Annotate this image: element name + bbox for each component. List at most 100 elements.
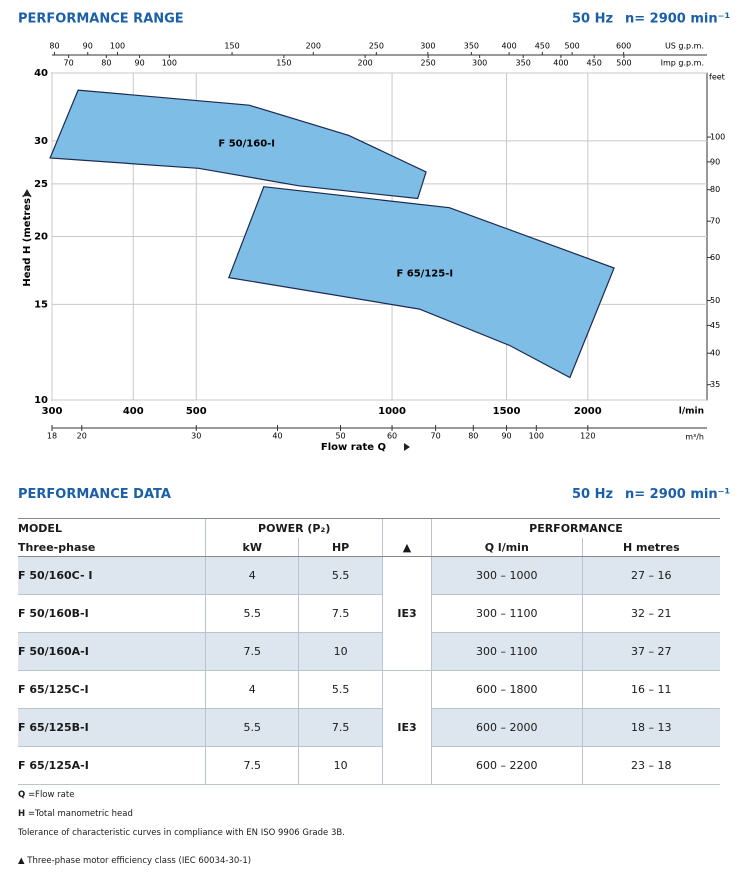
y-tick-label: 30 xyxy=(34,136,48,147)
tick-label: 30 xyxy=(191,432,201,441)
tick-label: 80 xyxy=(710,185,720,194)
tick-label: 18 xyxy=(47,432,57,441)
tick-label: 70 xyxy=(710,217,720,226)
tick-label: 45 xyxy=(710,321,720,330)
note-symbol: Q xyxy=(18,790,26,800)
tick-label: 70 xyxy=(64,59,74,68)
tick-label: 35 xyxy=(710,380,720,389)
tick-label: 500 xyxy=(616,59,631,68)
y-tick-label: 40 xyxy=(34,68,48,79)
table-cell: 5.5 xyxy=(298,556,383,595)
tick-label: 50 xyxy=(710,296,720,305)
table-cell: 10 xyxy=(298,746,383,785)
tick-label: 90 xyxy=(135,59,145,68)
y-tick-label: 20 xyxy=(34,232,48,243)
x-tick-label: 400 xyxy=(123,406,144,417)
y-arrow xyxy=(23,189,31,196)
table-cell: F 65/125B-I xyxy=(18,708,206,747)
note: ▲ Three-phase motor efficiency class (IE… xyxy=(18,856,251,866)
table-cell: F 50/160B-I xyxy=(18,594,206,633)
table-cell: 10 xyxy=(298,632,383,671)
table-cell: 32 – 21 xyxy=(581,594,720,633)
y-tick-label: 15 xyxy=(34,299,48,310)
table-cell: 27 – 16 xyxy=(581,556,720,595)
tick-label: 60 xyxy=(710,253,720,262)
header-cell: ▲ xyxy=(382,538,432,557)
tick-label: 600 xyxy=(616,42,631,51)
table-cell: 600 – 2200 xyxy=(430,746,583,785)
tick-label: 100 xyxy=(710,133,725,142)
header-cell: Q l/min xyxy=(430,538,583,557)
note-symbol: ▲ xyxy=(18,856,25,866)
axis-unit: Imp g.p.m. xyxy=(661,59,704,68)
table-cell: 37 – 27 xyxy=(581,632,720,671)
speed: n= 2900 min⁻¹ xyxy=(625,487,731,502)
tick-label: 40 xyxy=(272,432,282,441)
efficiency-class: IE3 xyxy=(382,556,432,671)
tick-label: 50 xyxy=(335,432,345,441)
tick-label: 300 xyxy=(472,59,487,68)
note-text: =Total manometric head xyxy=(27,809,133,819)
section-title: PERFORMANCE DATA xyxy=(18,487,171,502)
table-cell: 7.5 xyxy=(205,746,299,785)
tick-label: 90 xyxy=(83,42,93,51)
tick-label: 70 xyxy=(430,432,440,441)
tick-label: 90 xyxy=(501,432,511,441)
header-cell: POWER (P₂) xyxy=(205,518,383,538)
tick-label: 450 xyxy=(535,42,550,51)
table-row: F 50/160A-I 7.5 10 300 – 1100 37 – 27 xyxy=(18,632,720,671)
efficiency-class: IE3 xyxy=(382,670,432,785)
table-cell: 600 – 2000 xyxy=(430,708,583,747)
tick-label: 120 xyxy=(580,432,595,441)
frequency: 50 Hz xyxy=(572,12,613,27)
header-cell xyxy=(382,518,432,538)
tick-label: 200 xyxy=(306,42,321,51)
axis-unit: feet xyxy=(709,73,725,82)
x-tick-label: 1500 xyxy=(493,406,521,417)
tick-label: 250 xyxy=(421,59,436,68)
x-tick-label: 500 xyxy=(186,406,207,417)
tick-label: 400 xyxy=(553,59,568,68)
tick-label: 350 xyxy=(516,59,531,68)
note-text: Three-phase motor efficiency class (IEC … xyxy=(27,856,252,866)
y-axis-label: Head H (metres) xyxy=(22,193,33,286)
table-cell: 300 – 1000 xyxy=(430,556,583,595)
envelope xyxy=(49,89,427,200)
table-cell: 5.5 xyxy=(205,708,299,747)
tick-label: 80 xyxy=(101,59,111,68)
tick-label: 150 xyxy=(276,59,291,68)
table-cell: 600 – 1800 xyxy=(430,670,583,709)
tick-label: 80 xyxy=(468,432,478,441)
performance-table: MODEL POWER (P₂) PERFORMANCE Three-phase… xyxy=(18,518,720,785)
table-row: F 50/160C- I 4 5.5 IE3 300 – 1000 27 – 16 xyxy=(18,556,720,671)
note-text: Tolerance of characteristic curves in co… xyxy=(18,828,345,838)
x-tick-label: 300 xyxy=(42,406,63,417)
envelope xyxy=(227,186,615,379)
note-symbol: H xyxy=(18,809,26,819)
frequency: 50 Hz xyxy=(572,487,614,502)
tick-label: 100 xyxy=(110,42,125,51)
tick-label: 300 xyxy=(420,42,435,51)
table-row: F 50/160B-I 5.5 7.5 300 – 1100 32 – 21 xyxy=(18,594,720,633)
table-cell: 5.5 xyxy=(205,594,299,633)
table-row: F 65/125C-I 4 5.5 IE3 600 – 1800 16 – 11 xyxy=(18,670,720,785)
tick-label: 90 xyxy=(710,157,720,166)
tick-label: 350 xyxy=(464,42,479,51)
header-row: Three-phase kW HP ▲ Q l/min H metres xyxy=(18,538,720,557)
performance-range-chart: PERFORMANCE RANGE 50 Hz n= 2900 min⁻¹ He… xyxy=(18,12,730,454)
table-row: F 65/125A-I 7.5 10 600 – 2200 23 – 18 xyxy=(18,746,720,785)
y-tick-label: 25 xyxy=(34,179,48,190)
note-text: =Flow rate xyxy=(27,790,75,800)
table-cell: F 65/125A-I xyxy=(18,746,206,785)
tick-label: 500 xyxy=(564,42,579,51)
table-cell: 5.5 xyxy=(298,670,383,709)
table-cell: 7.5 xyxy=(298,594,383,633)
table-cell: 300 – 1100 xyxy=(430,594,583,633)
axis-unit: US g.p.m. xyxy=(665,42,704,51)
header-cell: kW xyxy=(205,538,299,557)
table-cell: 300 – 1100 xyxy=(430,632,583,671)
header-cell: H metres xyxy=(581,538,720,557)
tick-label: 60 xyxy=(387,432,397,441)
y-tick-label: 10 xyxy=(34,395,48,406)
tick-label: 20 xyxy=(77,432,87,441)
